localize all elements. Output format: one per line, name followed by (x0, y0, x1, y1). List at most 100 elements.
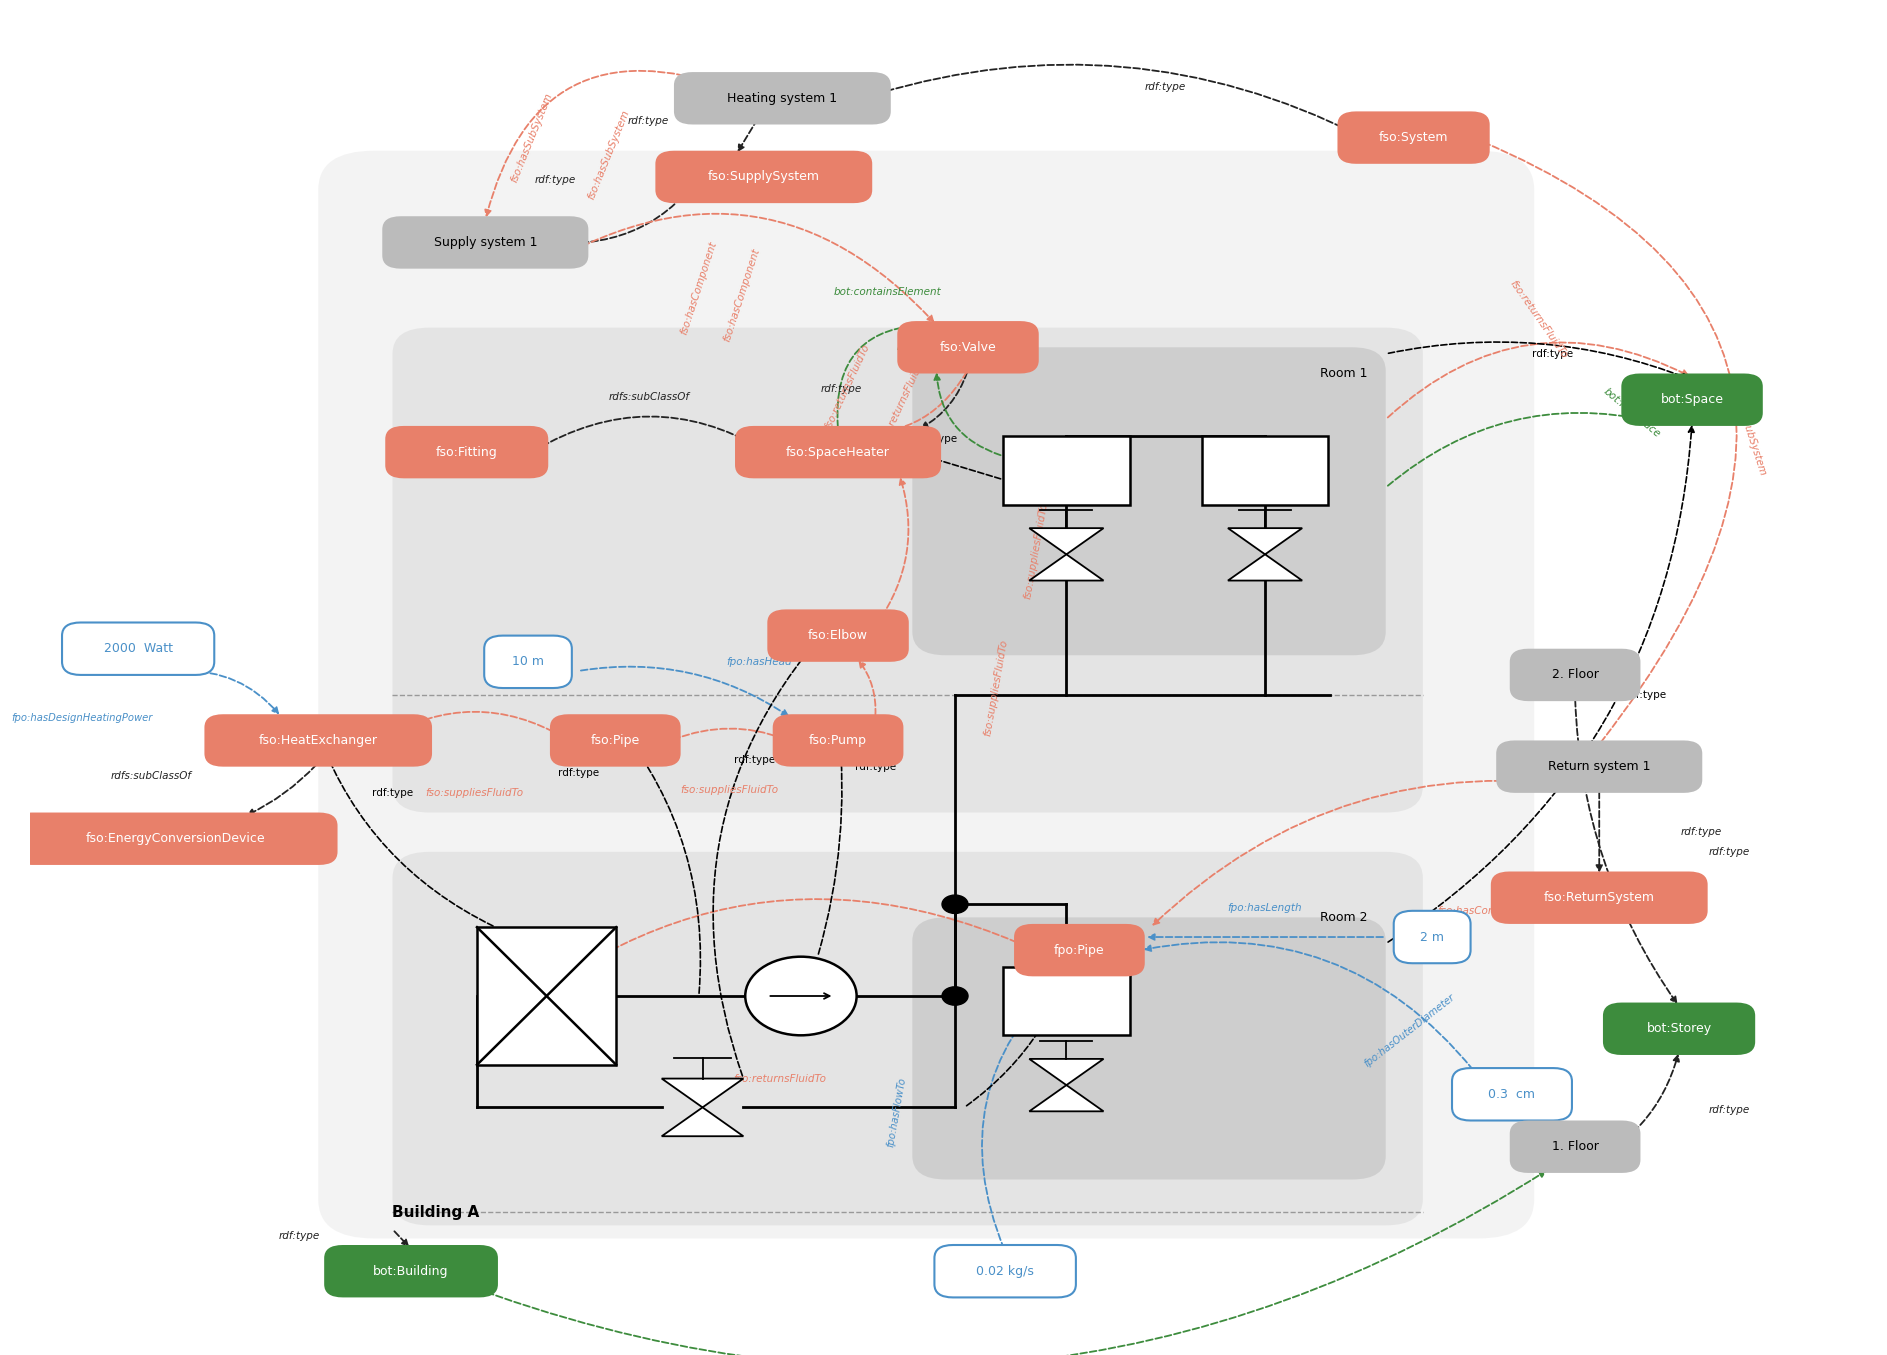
Text: rdf:type: rdf:type (915, 434, 957, 444)
Text: bot:hasSpace: bot:hasSpace (1602, 386, 1662, 439)
FancyBboxPatch shape (1602, 1003, 1755, 1056)
FancyBboxPatch shape (325, 1245, 498, 1298)
Text: fso:ReturnSystem: fso:ReturnSystem (1544, 892, 1655, 904)
Text: 2000  Watt: 2000 Watt (104, 642, 172, 656)
FancyBboxPatch shape (674, 72, 891, 125)
Text: fpo:Pipe: fpo:Pipe (1055, 943, 1104, 957)
Text: fso:System: fso:System (1379, 131, 1449, 144)
Text: fso:suppliesFluidTo: fso:suppliesFluidTo (1023, 501, 1049, 600)
FancyBboxPatch shape (1451, 1068, 1572, 1121)
Text: rdf:type: rdf:type (1681, 827, 1723, 837)
Text: fso:returnsFluidTo: fso:returnsFluidTo (879, 355, 927, 444)
FancyBboxPatch shape (549, 714, 681, 767)
Text: fso:Pipe: fso:Pipe (591, 734, 640, 747)
Text: fpo:hasHead: fpo:hasHead (726, 657, 793, 667)
Text: fpo:hasDesignHeatingPower: fpo:hasDesignHeatingPower (11, 713, 153, 722)
Text: fso:hasComponent: fso:hasComponent (1438, 905, 1534, 916)
FancyBboxPatch shape (1013, 924, 1145, 977)
Text: rdf:type: rdf:type (279, 1232, 321, 1241)
Text: bot:Building: bot:Building (374, 1264, 449, 1278)
Text: fso:returnsFluidTo: fso:returnsFluidTo (823, 343, 872, 431)
Text: bot:Space: bot:Space (1661, 393, 1723, 406)
FancyBboxPatch shape (898, 321, 1038, 374)
FancyBboxPatch shape (392, 852, 1423, 1225)
Text: Supply system 1: Supply system 1 (434, 236, 538, 249)
Polygon shape (662, 1079, 743, 1107)
Polygon shape (1028, 528, 1104, 554)
Text: rdf:type: rdf:type (557, 768, 598, 778)
Text: rdf:type: rdf:type (372, 787, 413, 798)
Text: fso:returnsFluidTo: fso:returnsFluidTo (1508, 279, 1570, 360)
Text: Room 1: Room 1 (1319, 367, 1368, 379)
Bar (1004, 436, 1130, 504)
Text: rdf:type: rdf:type (1708, 1106, 1749, 1115)
Text: fso:suppliesFluidTo: fso:suppliesFluidTo (681, 786, 779, 795)
Text: fso:returnsFluidTo: fso:returnsFluidTo (732, 1075, 827, 1084)
FancyBboxPatch shape (768, 610, 910, 661)
Text: rdfs:subClassOf: rdfs:subClassOf (111, 771, 192, 782)
Polygon shape (1028, 554, 1104, 580)
Text: fso:SpaceHeater: fso:SpaceHeater (787, 446, 891, 458)
Text: fso:hasComponent: fso:hasComponent (721, 247, 760, 343)
Text: Heating system 1: Heating system 1 (726, 92, 838, 104)
Text: rdf:type: rdf:type (1145, 83, 1187, 92)
FancyBboxPatch shape (485, 635, 572, 688)
FancyBboxPatch shape (911, 917, 1385, 1179)
Text: Building A: Building A (392, 1205, 479, 1220)
Text: fpo:hasFlowTo: fpo:hasFlowTo (885, 1076, 908, 1148)
Text: rdf:type: rdf:type (1027, 1011, 1068, 1020)
FancyBboxPatch shape (1491, 871, 1708, 924)
FancyBboxPatch shape (736, 425, 942, 478)
Text: fso:Pump: fso:Pump (810, 734, 866, 747)
FancyBboxPatch shape (13, 813, 338, 864)
Text: fpo:hasLength: fpo:hasLength (1228, 904, 1302, 913)
FancyBboxPatch shape (1621, 374, 1762, 425)
Polygon shape (1028, 1058, 1104, 1085)
Text: fso:hasSubSystem: fso:hasSubSystem (587, 108, 632, 201)
Text: 1. Floor: 1. Floor (1551, 1140, 1598, 1153)
Text: bot:Storey: bot:Storey (1647, 1022, 1712, 1035)
Text: bot:containsElement: bot:containsElement (834, 287, 942, 297)
Text: rdf:type: rdf:type (1532, 348, 1574, 359)
Polygon shape (662, 1107, 743, 1137)
FancyBboxPatch shape (62, 622, 215, 675)
Text: fso:Valve: fso:Valve (940, 341, 996, 354)
Text: rdfs:subClassOf: rdfs:subClassOf (610, 392, 691, 402)
Text: bot:ContainsElement: bot:ContainsElement (896, 343, 1006, 352)
FancyBboxPatch shape (1394, 911, 1470, 963)
Bar (1004, 967, 1130, 1035)
FancyBboxPatch shape (385, 425, 549, 478)
Circle shape (745, 957, 857, 1035)
Text: rdf:type: rdf:type (534, 175, 576, 184)
Polygon shape (1028, 1085, 1104, 1111)
FancyBboxPatch shape (1338, 111, 1489, 164)
Text: fso:Elbow: fso:Elbow (808, 629, 868, 642)
FancyBboxPatch shape (772, 714, 904, 767)
Text: fso:hasSubSystem: fso:hasSubSystem (1728, 382, 1768, 477)
Text: fso:hasComponent: fso:hasComponent (679, 240, 719, 336)
FancyBboxPatch shape (655, 150, 872, 203)
FancyBboxPatch shape (319, 150, 1534, 1238)
Text: fso:hasSubSystem: fso:hasSubSystem (509, 91, 555, 184)
FancyBboxPatch shape (1496, 740, 1702, 793)
Text: fso:Fitting: fso:Fitting (436, 446, 498, 458)
Text: rdf:type: rdf:type (734, 755, 776, 766)
Text: fso:suppliesFluidTo: fso:suppliesFluidTo (425, 787, 523, 798)
Text: fso:HeatExchanger: fso:HeatExchanger (259, 734, 377, 747)
Bar (1202, 436, 1328, 504)
Circle shape (942, 896, 968, 913)
Text: 0.3  cm: 0.3 cm (1489, 1088, 1536, 1100)
Text: fso:SupplySystem: fso:SupplySystem (708, 171, 819, 183)
FancyBboxPatch shape (392, 328, 1423, 813)
Text: bot:hasStorey: bot:hasStorey (966, 1275, 1040, 1286)
FancyBboxPatch shape (934, 1245, 1076, 1298)
Polygon shape (1228, 554, 1302, 580)
Text: fso:suppliesFluidTo: fso:suppliesFluidTo (983, 638, 1010, 737)
FancyBboxPatch shape (1510, 649, 1640, 701)
FancyBboxPatch shape (911, 347, 1385, 656)
Text: rdf:type: rdf:type (1625, 690, 1666, 699)
Text: 2 m: 2 m (1421, 931, 1444, 943)
Text: rdf:type: rdf:type (821, 385, 862, 394)
FancyBboxPatch shape (1510, 1121, 1640, 1173)
Text: 10 m: 10 m (511, 656, 543, 668)
